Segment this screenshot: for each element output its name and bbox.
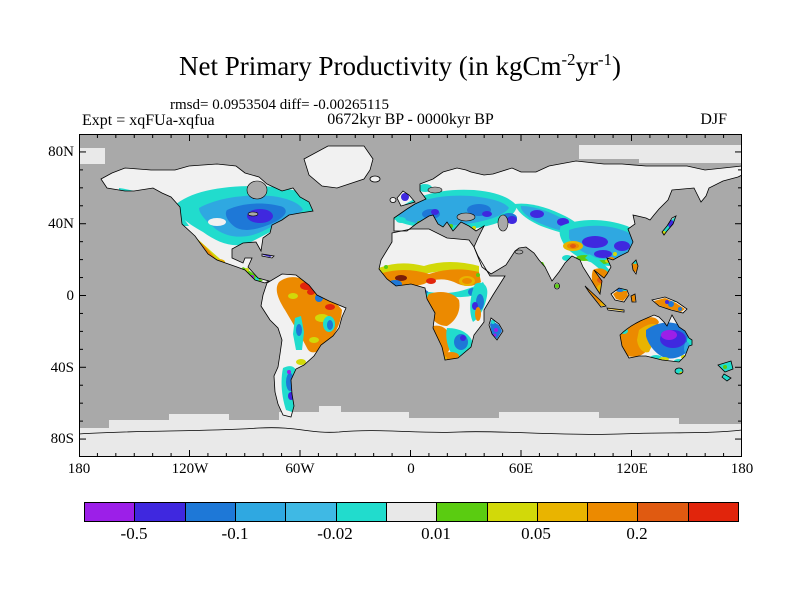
- stats-line: rmsd= 0.0953504 diff= -0.00265115: [170, 97, 389, 113]
- lon-tick-label-120E: 120E: [616, 461, 648, 477]
- title-superscript-1: -2: [561, 50, 576, 69]
- lon-tick-label-60W: 60W: [285, 461, 315, 477]
- title-superscript-2: -1: [597, 50, 612, 69]
- colorbar-segment: [235, 503, 287, 521]
- season-label: DJF: [700, 111, 727, 128]
- colorbar-segment: [437, 503, 488, 521]
- colorbar-label: 0.01: [421, 524, 451, 543]
- lat-tick-label-80N: 80N: [48, 144, 74, 160]
- colorbar-label: -0.1: [221, 524, 249, 543]
- colorbar-segment: [286, 503, 337, 521]
- map-panel: [79, 134, 742, 457]
- colorbar-segment: [487, 503, 538, 521]
- colorbar: [84, 502, 739, 522]
- page-title: Net Primary Productivity (in kgCm-2yr-1): [179, 50, 621, 81]
- great-lakes: [247, 211, 259, 217]
- colorbar-label: 0.2: [626, 524, 648, 543]
- colorbar-segment: [537, 503, 589, 521]
- colorbar-segment: [638, 503, 689, 521]
- lon-tick-label-180W: 180: [67, 461, 91, 477]
- hudson-bay: [246, 180, 268, 200]
- inland-seas: [246, 180, 524, 255]
- sea-ice: [79, 145, 742, 457]
- black-sea: [456, 212, 476, 222]
- colorbar-segment: [336, 503, 387, 521]
- colorbar-label: -0.02: [317, 524, 353, 543]
- colorbar-segment: [688, 503, 739, 521]
- map-border: [79, 134, 742, 457]
- colorbar-label: 0.05: [521, 524, 551, 543]
- lat-tick-label-80S: 80S: [50, 431, 74, 447]
- lat-tick-label-40S: 40S: [50, 360, 74, 376]
- lon-tick-label-180E: 180: [730, 461, 754, 477]
- baltic-sea: [427, 186, 443, 194]
- world-map: [79, 134, 742, 457]
- persian-gulf: [514, 249, 524, 255]
- lon-tick-label-120W: 120W: [171, 461, 209, 477]
- lon-tick-label-0: 0: [407, 461, 415, 477]
- colorbar-segment: [85, 503, 136, 521]
- colorbar-segment: [135, 503, 186, 521]
- colorbar-segment: [386, 503, 438, 521]
- period-label: 0672kyr BP - 0000kyr BP: [327, 111, 494, 128]
- colorbar-label: -0.5: [120, 524, 148, 543]
- lon-tick-label-60E: 60E: [508, 461, 534, 477]
- lat-tick-label-0: 0: [66, 288, 75, 304]
- antarctic-coastline: [79, 427, 742, 435]
- experiment-label: Expt = xqFUa-xqfua: [82, 112, 215, 129]
- lat-tick-label-40N: 40N: [48, 216, 74, 232]
- colorbar-segment: [588, 503, 639, 521]
- colorbar-segment: [185, 503, 236, 521]
- caspian-sea: [497, 214, 509, 232]
